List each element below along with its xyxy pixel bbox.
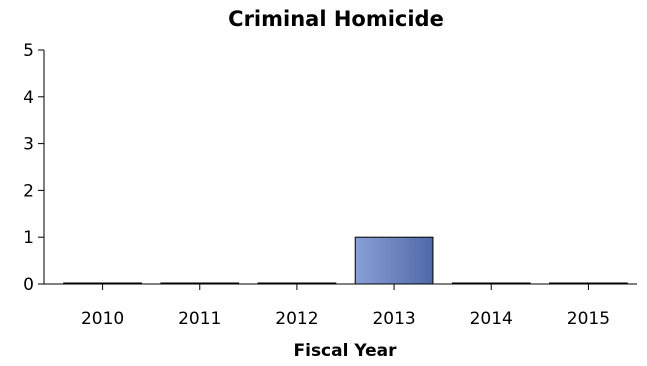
x-axis-ticks: 2010 2011 2012 2013 2014 2015 [81, 284, 610, 329]
x-tick-label: 2010 [81, 309, 124, 329]
y-tick-label: 5 [23, 41, 34, 61]
x-axis-label: Fiscal Year [294, 341, 398, 361]
chart-title: Criminal Homicide [228, 7, 444, 31]
x-tick-label: 2015 [567, 309, 610, 329]
y-tick-label: 1 [23, 228, 34, 248]
y-tick-label: 4 [23, 88, 34, 108]
x-tick-label: 2013 [372, 309, 415, 329]
x-tick-label: 2012 [275, 309, 318, 329]
y-tick-label: 2 [23, 181, 34, 201]
bar-2013 [354, 236, 434, 285]
bars [63, 236, 628, 285]
x-tick-label: 2011 [178, 309, 221, 329]
y-axis-ticks: 0 1 2 3 4 5 [23, 41, 44, 295]
y-tick-label: 3 [23, 135, 34, 155]
y-tick-label: 0 [23, 275, 34, 295]
x-tick-label: 2014 [470, 309, 513, 329]
